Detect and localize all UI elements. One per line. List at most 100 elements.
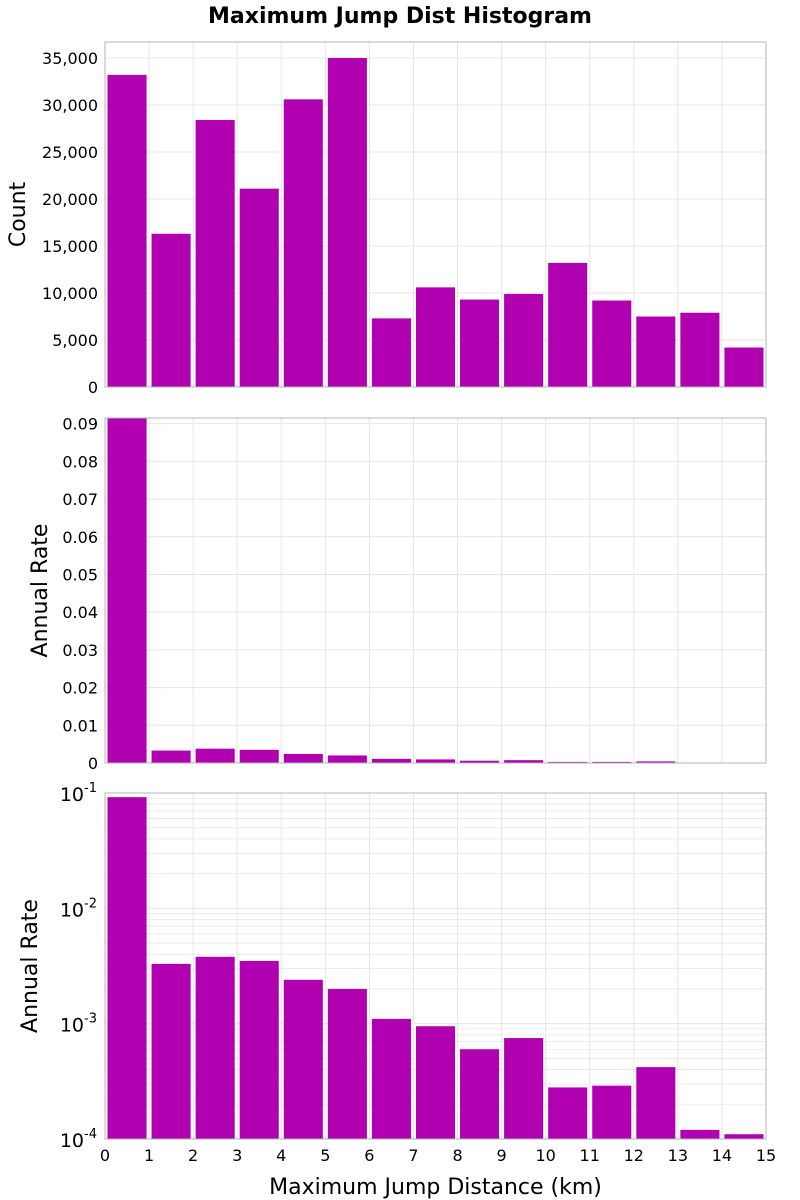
y-tick-label: 15,000 bbox=[42, 237, 98, 256]
histogram-bar bbox=[239, 749, 279, 763]
histogram-bar bbox=[239, 188, 279, 387]
bars bbox=[107, 418, 764, 763]
y-tick-label: 0.06 bbox=[62, 528, 98, 547]
y-tick-label: 5,000 bbox=[52, 331, 98, 350]
histogram-bar bbox=[107, 74, 147, 387]
histogram-bar bbox=[107, 797, 147, 1139]
x-tick-label: 1 bbox=[144, 1146, 154, 1165]
histogram-bar bbox=[724, 1134, 764, 1139]
gridlines bbox=[104, 418, 767, 764]
histogram-bar bbox=[592, 761, 632, 763]
x-tick-label: 4 bbox=[276, 1146, 286, 1165]
histogram-bar bbox=[239, 960, 279, 1139]
histogram-bar bbox=[680, 1129, 720, 1139]
y-tick-label: 0.09 bbox=[62, 415, 98, 434]
histogram-bar bbox=[151, 233, 191, 387]
x-tick-label: 7 bbox=[408, 1146, 418, 1165]
histogram-bar bbox=[415, 287, 456, 387]
x-tick-label: 0 bbox=[100, 1146, 110, 1165]
panel-2: 0 0.01 0.02 0.03 0.04 0.05 0.06 0.07 0.08 0.09 Ann… bbox=[28, 415, 767, 773]
x-axis-label: Maximum Jump Distance (km) bbox=[269, 1175, 602, 1200]
histogram-bar bbox=[371, 1018, 411, 1139]
histogram-bar bbox=[195, 120, 235, 387]
y-tick-labels: 0 5,000 10,000 15,000 20,000 25,000 30,000 35,0… bbox=[42, 49, 98, 397]
x-tick-label: 11 bbox=[580, 1146, 600, 1165]
bars bbox=[107, 797, 764, 1139]
histogram-bar bbox=[327, 988, 367, 1139]
y-tick-label: 0.03 bbox=[62, 641, 98, 660]
histogram-bar bbox=[327, 755, 367, 763]
x-tick-labels: 0 1 2 3 4 5 6 7 8 9 10 11 12 13 14 15 bbox=[100, 1146, 776, 1165]
histogram-bar bbox=[636, 1067, 676, 1139]
histogram-bar bbox=[680, 312, 720, 387]
y-tick-label: 30,000 bbox=[42, 96, 98, 115]
y-tick-label: 0.05 bbox=[62, 565, 98, 584]
histogram-bar bbox=[548, 262, 588, 387]
y-tick-labels: 10-4 10-3 10-2 10-1 bbox=[60, 781, 97, 1152]
y-tick-label: 0.07 bbox=[62, 490, 98, 509]
y-tick-label: 10-1 bbox=[60, 781, 97, 806]
x-tick-label: 12 bbox=[624, 1146, 644, 1165]
histogram-bar bbox=[636, 316, 676, 387]
histogram-bar bbox=[371, 318, 411, 387]
y-tick-label: 20,000 bbox=[42, 190, 98, 209]
histogram-bar bbox=[724, 347, 764, 387]
panel-3: 10-410-310-210-10 1 2 3 4 5 6 7 8 9 10 11 12 13 14 15An… bbox=[18, 781, 776, 1200]
x-tick-label: 9 bbox=[497, 1146, 507, 1165]
histogram-bar bbox=[460, 299, 500, 387]
histogram-bar bbox=[371, 758, 411, 763]
x-tick-label: 15 bbox=[756, 1146, 776, 1165]
x-tick-label: 5 bbox=[320, 1146, 330, 1165]
histogram-bar bbox=[460, 760, 500, 763]
plot-frame bbox=[104, 792, 767, 1140]
x-tick-label: 8 bbox=[452, 1146, 462, 1165]
histogram-bar bbox=[283, 979, 323, 1139]
histogram-bar bbox=[504, 293, 544, 387]
bars bbox=[107, 57, 764, 387]
y-axis-label: Annual Rate bbox=[28, 524, 53, 658]
y-tick-label: 0.01 bbox=[62, 716, 98, 735]
x-tick-label: 13 bbox=[668, 1146, 688, 1165]
y-tick-label: 25,000 bbox=[42, 143, 98, 162]
y-tick-label: 10-3 bbox=[60, 1012, 97, 1037]
y-tick-label: 0.04 bbox=[62, 603, 98, 622]
plot-frame bbox=[104, 41, 767, 388]
histogram-bar bbox=[151, 750, 191, 763]
x-tick-label: 10 bbox=[535, 1146, 555, 1165]
histogram-bar bbox=[195, 956, 235, 1139]
x-tick-label: 2 bbox=[188, 1146, 198, 1165]
y-tick-label: 0 bbox=[88, 754, 98, 773]
y-axis-label: Count bbox=[6, 181, 31, 247]
histogram-bar bbox=[283, 99, 323, 387]
histogram-bar bbox=[415, 1026, 456, 1139]
x-tick-label: 6 bbox=[364, 1146, 374, 1165]
histogram-bar bbox=[195, 748, 235, 763]
histogram-bar bbox=[107, 418, 147, 763]
y-tick-label: 10-4 bbox=[60, 1127, 97, 1152]
histogram-bar bbox=[460, 1049, 500, 1139]
histogram-bar bbox=[504, 1038, 544, 1139]
plot-frame bbox=[104, 417, 767, 764]
y-tick-labels: 0 0.01 0.02 0.03 0.04 0.05 0.06 0.07 0.08 0.09 bbox=[62, 415, 98, 773]
x-tick-label: 14 bbox=[712, 1146, 732, 1165]
y-tick-label: 0.02 bbox=[62, 679, 98, 698]
histogram-bar bbox=[415, 759, 456, 763]
y-tick-label: 0.08 bbox=[62, 452, 98, 471]
y-axis-label: Annual Rate bbox=[18, 899, 43, 1033]
histogram-bar bbox=[592, 1085, 632, 1139]
panel-1: 0 5,000 10,000 15,000 20,000 25,000 30,000 35,0… bbox=[6, 41, 767, 397]
y-tick-label: 0 bbox=[88, 378, 98, 397]
histogram-bar bbox=[283, 753, 323, 763]
histogram-bar bbox=[151, 963, 191, 1139]
histogram-bar bbox=[548, 761, 588, 763]
x-tick-label: 3 bbox=[232, 1146, 242, 1165]
y-tick-label: 10-2 bbox=[60, 896, 97, 921]
panels: 0 5,000 10,000 15,000 20,000 25,000 30,000 35,0… bbox=[6, 41, 776, 1200]
histogram-bar bbox=[504, 760, 544, 763]
chart-title: Maximum Jump Dist Histogram bbox=[208, 4, 592, 29]
y-tick-label: 35,000 bbox=[42, 49, 98, 68]
histogram-bar bbox=[592, 300, 632, 387]
histogram-bar bbox=[327, 57, 367, 387]
histogram-bar bbox=[548, 1087, 588, 1139]
